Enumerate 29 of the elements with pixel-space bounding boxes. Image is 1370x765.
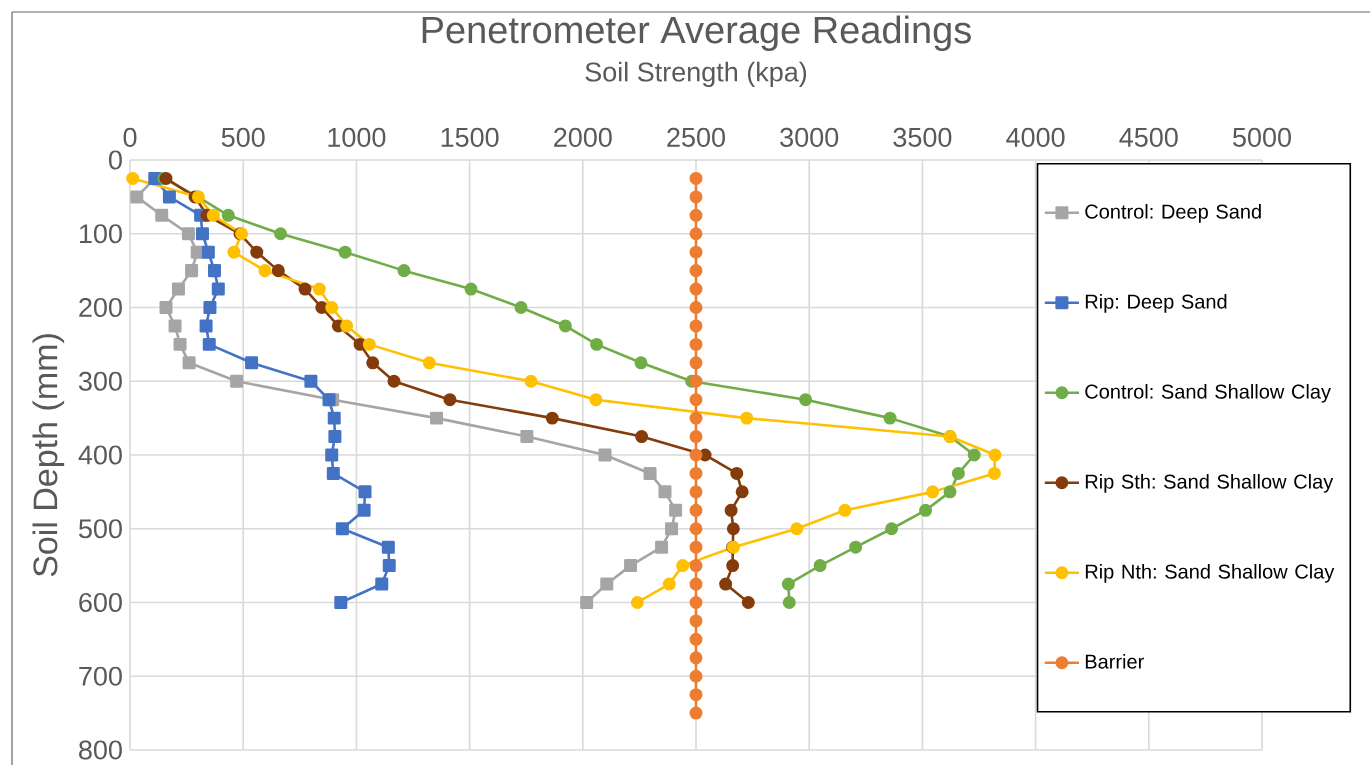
- chart-title: Penetrometer Average Readings: [422, 15, 971, 51]
- x-tick-label: 500: [221, 127, 265, 147]
- legend-label: Barrier: [1085, 654, 1144, 669]
- y-tick-label: 300: [78, 371, 122, 391]
- x-tick-label: 1000: [328, 127, 386, 147]
- x-axis-title: Soil Strength (kpa): [585, 61, 807, 87]
- y-tick-label: 700: [79, 666, 122, 686]
- y-tick-label: 0: [109, 150, 122, 170]
- legend-label: Rip Sth: Sand Shallow Clay: [1085, 474, 1334, 493]
- x-tick-label: 2500: [667, 127, 725, 147]
- x-tick-label: 3500: [893, 127, 952, 147]
- x-tick-label: 1500: [441, 127, 499, 147]
- x-tick-label: 0: [123, 127, 137, 147]
- legend-label: Rip: Deep Sand: [1085, 294, 1227, 313]
- x-tick-label: 2000: [554, 127, 612, 147]
- x-tick-label: 5000: [1233, 127, 1291, 147]
- y-tick-label: 500: [78, 519, 122, 539]
- x-tick-label: 4000: [1006, 127, 1065, 147]
- y-tick-label: 600: [79, 592, 122, 613]
- y-tick-label: 400: [78, 445, 122, 465]
- legend-label: Rip Nth: Sand Shallow Clay: [1085, 564, 1335, 583]
- x-tick-label: 4500: [1119, 127, 1178, 147]
- y-tick-label: 200: [79, 297, 122, 318]
- x-tick-label: 3000: [780, 127, 839, 147]
- y-tick-label: 100: [79, 224, 122, 244]
- y-axis-title: Soil Depth (mm): [32, 334, 65, 577]
- legend-label: Control: Deep Sand: [1085, 204, 1261, 223]
- legend-label: Control: Sand Shallow Clay: [1085, 384, 1331, 403]
- y-tick-label: 800: [79, 740, 122, 760]
